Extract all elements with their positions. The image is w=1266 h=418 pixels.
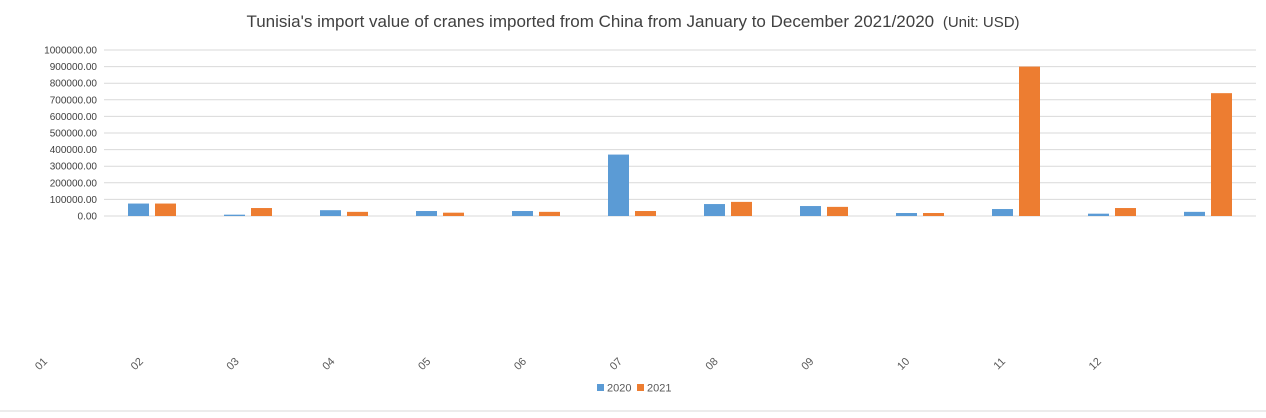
y-axis: 0.00 100000.00 200000.00 300000.00 400000.00… (44, 46, 97, 223)
bar-2021-02 (251, 208, 272, 216)
x-tick-label: 03 (225, 356, 242, 373)
bar-2021-03 (347, 211, 368, 216)
chart-title-main: Tunisia's import value of cranes importe… (246, 12, 934, 31)
bar-2020-07 (704, 204, 725, 216)
bar-2020-06 (608, 154, 629, 216)
legend-label-2021: 2021 (647, 383, 671, 395)
y-tick-label: 800000.00 (50, 79, 98, 90)
bar-2020-12 (1184, 211, 1205, 216)
bar-2021-11 (1115, 208, 1136, 216)
x-tick-label: 10 (895, 356, 912, 373)
bar-2020-11 (1088, 213, 1109, 216)
legend-swatch-2021 (637, 384, 644, 391)
bar-2021-09 (923, 213, 944, 216)
x-tick-label: 06 (512, 356, 529, 373)
bar-2020-08 (800, 206, 821, 216)
bar-2021-05 (539, 211, 560, 216)
bar-2021-12 (1211, 93, 1232, 216)
y-tick-label: 700000.00 (50, 95, 98, 106)
x-tick-label: 09 (799, 356, 816, 373)
y-tick-label: 900000.00 (50, 62, 98, 73)
y-tick-label: 600000.00 (50, 112, 98, 123)
bar-2020-09 (896, 213, 917, 216)
bars (128, 66, 1232, 216)
bar-2021-08 (827, 206, 848, 216)
chart-title-unit: (Unit: USD) (943, 14, 1020, 31)
x-tick-label: 11 (992, 356, 1009, 373)
legend: 2020 2021 (597, 383, 671, 395)
legend-label-2020: 2020 (607, 383, 631, 395)
bar-2020-10 (992, 209, 1013, 216)
x-tick-label: 01 (33, 356, 50, 373)
bar-2021-04 (443, 212, 464, 216)
x-tick-label: 05 (416, 356, 433, 373)
bar-2020-01 (128, 203, 149, 216)
y-tick-label: 200000.00 (50, 178, 98, 189)
bar-2020-04 (416, 211, 437, 216)
y-tick-label: 0.00 (78, 212, 98, 223)
x-tick-label: 04 (320, 356, 337, 373)
x-tick-label: 07 (608, 356, 625, 373)
x-axis: 01 02 03 04 05 06 07 08 09 10 11 12 (33, 356, 1104, 373)
bar-2020-05 (512, 211, 533, 216)
bar-2020-03 (320, 210, 341, 216)
chart-title: Tunisia's import value of cranes importe… (246, 12, 1019, 31)
bar-2021-01 (155, 203, 176, 216)
bar-2020-02 (224, 214, 245, 216)
bar-2021-10 (1019, 66, 1040, 216)
legend-swatch-2020 (597, 384, 604, 391)
x-tick-label: 02 (129, 356, 146, 373)
bar-2021-07 (731, 201, 752, 216)
y-tick-label: 1000000.00 (44, 46, 97, 57)
gridlines (104, 49, 1256, 217)
y-tick-label: 100000.00 (50, 195, 98, 206)
y-tick-label: 300000.00 (50, 162, 98, 173)
bar-2021-06 (635, 211, 656, 216)
y-tick-label: 500000.00 (50, 129, 98, 140)
x-tick-label: 12 (1087, 356, 1104, 373)
x-tick-label: 08 (704, 356, 721, 373)
y-tick-label: 400000.00 (50, 145, 98, 156)
